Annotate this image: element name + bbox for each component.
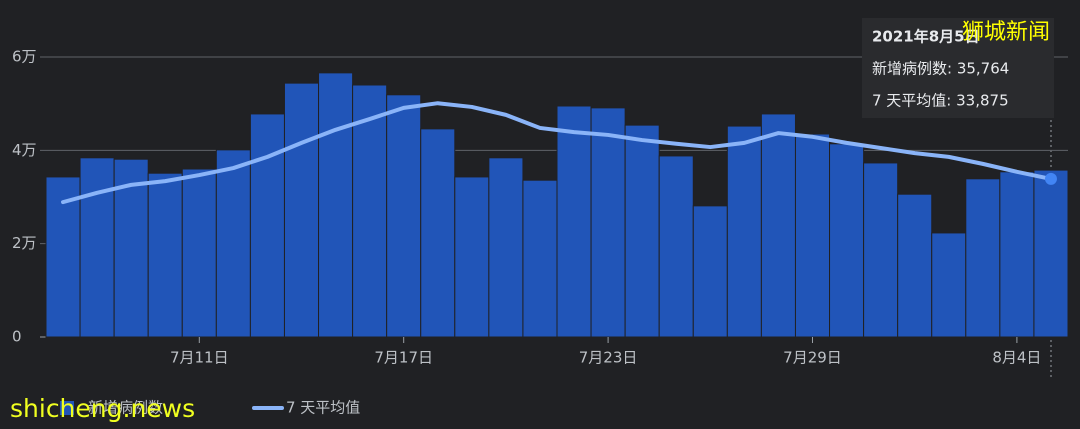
bar (488, 157, 524, 338)
bar (999, 171, 1035, 338)
bar (283, 82, 320, 338)
watermark: shicheng.news (10, 394, 195, 423)
tooltip-line: 新增病例数: 35,764 (872, 60, 1009, 78)
watermark: 狮城新闻 (962, 20, 1050, 45)
bar (624, 124, 660, 338)
x-tick-label: 7月11日 (170, 349, 229, 367)
y-tick-label: 6万 (12, 48, 37, 66)
bar (692, 205, 728, 338)
x-tick-label: 7月23日 (579, 349, 638, 367)
bar (863, 162, 899, 338)
hover-point (1044, 172, 1057, 185)
bar (760, 113, 796, 338)
bar (147, 172, 183, 338)
bar (965, 178, 1001, 338)
bar (829, 143, 865, 338)
line (61, 101, 1053, 205)
legend-swatch (60, 401, 74, 415)
bar (352, 84, 388, 338)
bar (794, 133, 831, 338)
bar (897, 193, 933, 338)
bar (420, 128, 456, 338)
bar (931, 232, 967, 338)
bar (454, 176, 490, 338)
bar (79, 157, 115, 338)
bar (181, 168, 217, 338)
bar (386, 94, 422, 338)
y-tick-label: 2万 (12, 234, 37, 252)
bar (726, 125, 762, 338)
x-tick-label: 8月4日 (992, 349, 1041, 367)
y-tick-label: 0 (12, 328, 22, 346)
x-tick-label: 7月29日 (783, 349, 842, 367)
bar (658, 155, 694, 338)
bar (1033, 169, 1069, 338)
bar (318, 72, 354, 338)
tooltip-line: 7 天平均值: 33,875 (872, 92, 1009, 110)
bar (249, 113, 285, 338)
legend-label: 新增病例数 (88, 399, 163, 417)
bar (522, 179, 558, 338)
bar (215, 149, 251, 338)
legend: 新增病例数 7 天平均值 (60, 399, 360, 417)
bar (590, 107, 626, 338)
y-tick-label: 4万 (12, 141, 37, 159)
plot: 0 2万 4万 6万 7月11日 7月17日 7月23日 7月29日 8月4日 (12, 48, 1069, 367)
tooltip-box (862, 18, 1054, 118)
x-tick-label: 7月17日 (374, 349, 433, 367)
bar (556, 105, 592, 338)
tooltip-title: 2021年8月5日 (872, 28, 980, 46)
legend-label: 7 天平均值 (286, 399, 360, 417)
